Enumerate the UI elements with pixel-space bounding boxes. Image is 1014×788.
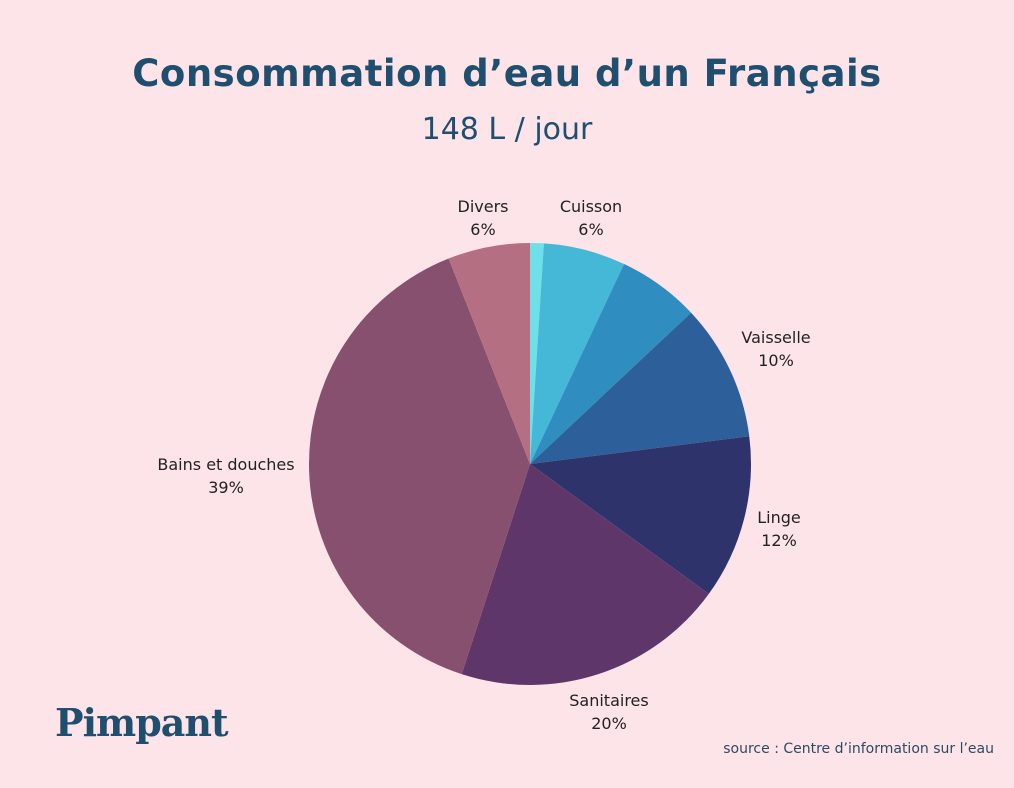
slice-label: Bains et douches xyxy=(157,455,295,474)
label-cuisson: Cuisson 6% xyxy=(560,195,622,241)
pie-slice-divers xyxy=(448,243,530,464)
slice-value: 20% xyxy=(591,714,627,733)
label-divers: Divers 6% xyxy=(458,195,509,241)
slice-label: Sanitaires xyxy=(569,691,649,710)
pie-slice-unlabeled-0 xyxy=(530,243,544,464)
slice-value: 10% xyxy=(758,351,794,370)
pie-slice-unlabeled-2 xyxy=(530,264,692,464)
slice-value: 39% xyxy=(208,478,244,497)
slice-value: 12% xyxy=(761,531,797,550)
pie-slice-vaisselle xyxy=(530,312,750,464)
pie-slice-sanitaires xyxy=(461,464,709,685)
label-sanitaires: Sanitaires 20% xyxy=(569,689,648,735)
slice-label: Vaisselle xyxy=(741,328,811,347)
slice-label: Cuisson xyxy=(559,197,623,216)
chart-subtitle: 148 L / jour xyxy=(421,112,593,147)
chart-title: Consommation d’eau d’un Français xyxy=(132,52,882,95)
pie-slice-cuisson xyxy=(530,243,625,464)
pimpant-logo: Pimpant xyxy=(55,700,229,745)
source-note: source : Centre d’information sur l’eau xyxy=(723,741,994,757)
slice-label: Divers xyxy=(457,197,509,216)
slice-value: 6% xyxy=(578,220,604,239)
label-vaisselle: Vaisselle 10% xyxy=(741,326,810,372)
pie-slice-bains-et-douches xyxy=(309,258,530,675)
slice-value: 6% xyxy=(470,220,496,239)
label-linge: Linge 12% xyxy=(757,506,801,552)
slice-label: Linge xyxy=(757,508,801,527)
label-bains-et-douches: Bains et douches 39% xyxy=(157,453,294,499)
pie-slice-linge xyxy=(530,436,751,594)
